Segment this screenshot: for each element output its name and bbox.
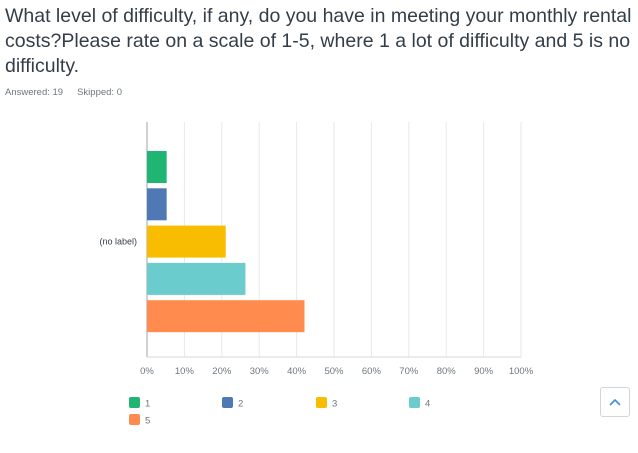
bar-4	[147, 262, 246, 295]
x-tick-label: 10%	[175, 366, 195, 377]
legend-item-4: 4	[409, 397, 430, 410]
x-tick-label: 50%	[324, 366, 344, 377]
category-label: (no label)	[99, 237, 137, 247]
legend-item-3: 3	[316, 397, 337, 410]
x-tick-label: 70%	[399, 366, 419, 377]
x-tick-label: 0%	[140, 366, 154, 377]
legend-label: 3	[332, 399, 337, 410]
answered-count: Answered: 19	[5, 87, 64, 98]
response-stats: Answered: 19 Skipped: 0	[5, 87, 122, 98]
legend: 1 2 3 4 5	[129, 397, 430, 427]
x-tick-label: 80%	[437, 366, 457, 377]
legend-label: 1	[145, 399, 150, 410]
bar-3	[147, 225, 226, 258]
x-tick-label: 30%	[250, 366, 270, 377]
legend-swatch	[129, 414, 140, 425]
x-tick-labels: 0% 10% 20% 30% 40% 50% 60% 70% 80% 90% 100%	[140, 366, 534, 377]
legend-swatch	[409, 397, 420, 408]
legend-swatch	[129, 397, 140, 408]
legend-swatch	[316, 397, 327, 408]
chevron-up-icon	[609, 399, 621, 406]
legend-label: 5	[145, 416, 150, 427]
legend-label: 2	[238, 399, 243, 410]
category-labels: (no label)	[99, 237, 137, 247]
scroll-to-top-button[interactable]	[600, 387, 630, 417]
x-tick-label: 100%	[509, 366, 534, 377]
bar-5	[147, 300, 305, 333]
legend-item-2: 2	[222, 397, 243, 410]
x-tick-label: 40%	[287, 366, 307, 377]
bars	[147, 151, 305, 333]
x-tick-label: 60%	[362, 366, 382, 377]
legend-swatch	[222, 397, 233, 408]
x-tick-label: 20%	[212, 366, 232, 377]
skipped-count: Skipped: 0	[77, 87, 122, 98]
x-tick-label: 90%	[474, 366, 494, 377]
question-title: What level of difficulty, if any, do you…	[5, 5, 632, 77]
legend-label: 4	[425, 399, 430, 410]
bar-2	[147, 188, 167, 221]
legend-item-5: 5	[129, 414, 150, 427]
bar-1	[147, 151, 167, 183]
legend-item-1: 1	[129, 397, 150, 410]
